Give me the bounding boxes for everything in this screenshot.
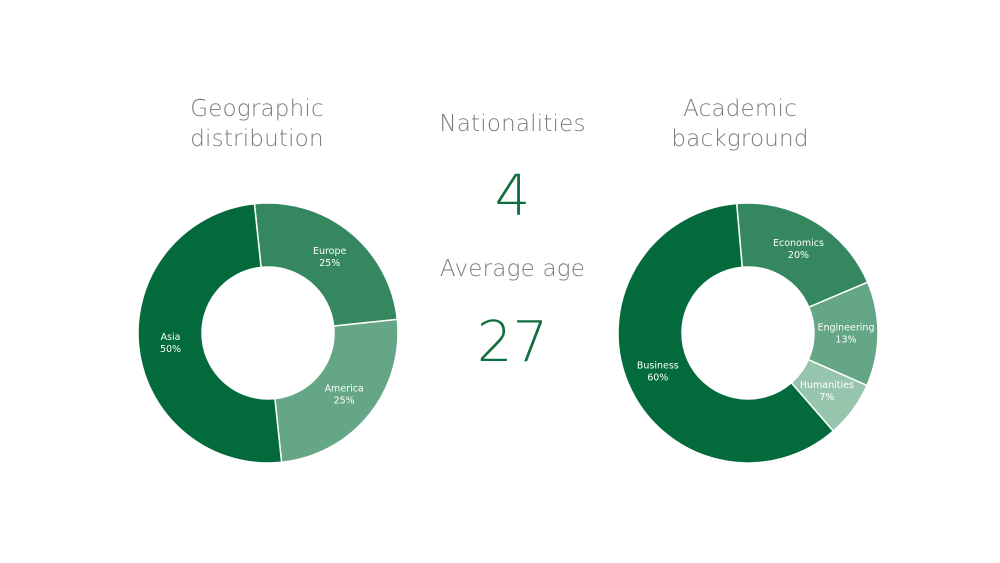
academic-title-line1: Academic xyxy=(683,96,797,122)
academic-background-title: Academic background xyxy=(630,94,850,154)
geographic-percent-europe: 25% xyxy=(319,258,340,269)
academic-label-business: Business xyxy=(637,360,679,371)
academic-slice-business xyxy=(617,202,835,464)
academic-slice-economics xyxy=(735,202,869,309)
geographic-title-line1: Geographic xyxy=(190,96,324,122)
geographic-slice-asia xyxy=(137,202,283,464)
geographic-distribution-title: Geographic distribution xyxy=(147,94,367,154)
geographic-title-line2: distribution xyxy=(190,126,324,152)
academic-title-line2: background xyxy=(671,126,809,152)
geographic-percent-asia: 50% xyxy=(160,344,181,355)
geographic-label-america: America xyxy=(325,384,364,395)
academic-label-engineering: Engineering xyxy=(817,323,874,334)
average-age-value: 27 xyxy=(476,310,549,375)
nationalities-label: Nationalities xyxy=(439,111,586,137)
academic-percent-economics: 20% xyxy=(788,250,809,261)
academic-label-economics: Economics xyxy=(773,238,824,249)
geographic-slice-europe xyxy=(253,202,399,327)
nationalities-value: 4 xyxy=(494,164,531,229)
geographic-label-europe: Europe xyxy=(313,246,347,257)
academic-percent-engineering: 13% xyxy=(835,335,856,346)
academic-label-humanities: Humanities xyxy=(800,380,854,391)
geographic-label-asia: Asia xyxy=(161,332,181,343)
academic-percent-humanities: 7% xyxy=(819,392,834,403)
geographic-percent-america: 25% xyxy=(334,396,355,407)
average-age-label: Average age xyxy=(439,256,586,282)
academic-percent-business: 60% xyxy=(647,372,668,383)
geographic-slice-america xyxy=(274,318,399,464)
